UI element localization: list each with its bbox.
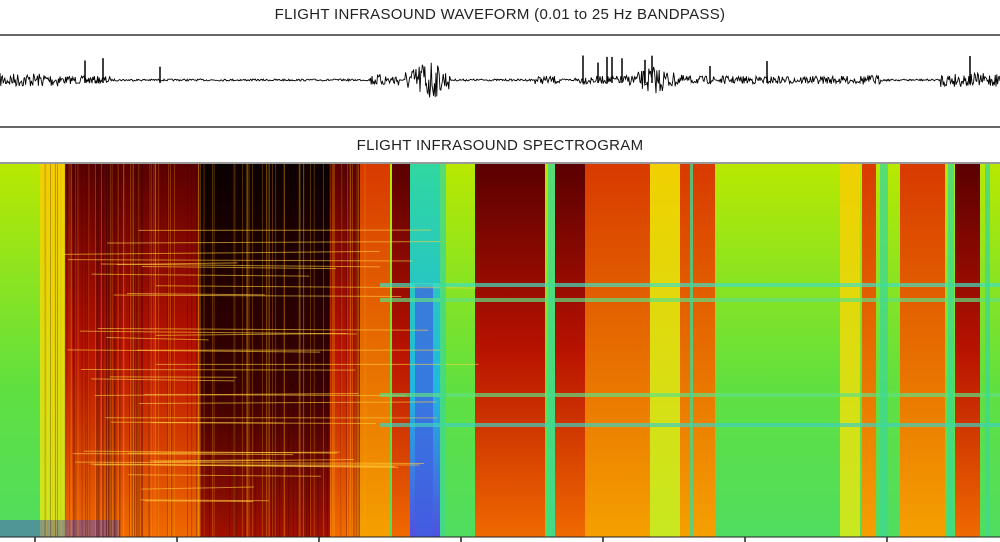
spec-band [900,164,945,537]
spec-harmonic [140,499,269,502]
waveform [0,55,1000,98]
spec-harmonic [155,285,477,289]
spec-band [650,164,680,537]
spectrogram [0,164,1000,537]
spec-band [585,164,650,537]
spec-harmonic [128,451,340,454]
spec-column [985,164,990,537]
spec-harmonic [113,294,402,298]
spectrogram-title: FLIGHT INFRASOUND SPECTROGRAM [356,137,644,154]
spec-harmonic [90,463,395,468]
spec-band [955,164,980,537]
spec-column [880,164,888,537]
spec-band [475,164,545,537]
spec-harmonic [141,486,255,490]
spec-band [40,164,65,537]
spec-column [548,164,555,537]
spec-harmonic [144,500,253,502]
spec-harmonic [149,459,271,462]
spec-harmonic [81,368,356,371]
spec-harmonic [153,458,354,463]
spec-band [862,164,876,537]
spec-harmonic [106,337,209,341]
spec-column [948,164,954,537]
spec-harmonic [75,461,425,464]
spec-harmonic [91,378,235,382]
spec-harmonic [73,453,294,456]
spec-harmonic [97,327,429,331]
spec-corner [0,520,120,537]
spec-harmonic [67,259,413,262]
spec-band [415,284,433,537]
waveform-title: FLIGHT INFRASOUND WAVEFORM (0.01 to 25 H… [274,6,726,23]
waveform-trace [0,62,1000,98]
spec-harmonic [141,265,337,270]
spec-harmonic [100,263,381,268]
spec-harmonic [67,349,321,353]
spec-harmonic [139,401,437,405]
spec-harmonic [110,421,284,424]
spec-harmonic [94,392,359,396]
spec-harmonic [126,292,266,296]
spec-band [555,164,585,537]
spec-harmonic [128,474,321,477]
spec-column [690,164,693,537]
spec-column [440,164,446,537]
spec-band [680,164,715,537]
time-ticks [0,536,1000,542]
spec-harmonic [63,250,380,255]
spec-harmonic [91,273,310,277]
spec-harmonic [107,241,447,244]
spec-harmonic [79,330,357,335]
spec-band [840,164,860,537]
